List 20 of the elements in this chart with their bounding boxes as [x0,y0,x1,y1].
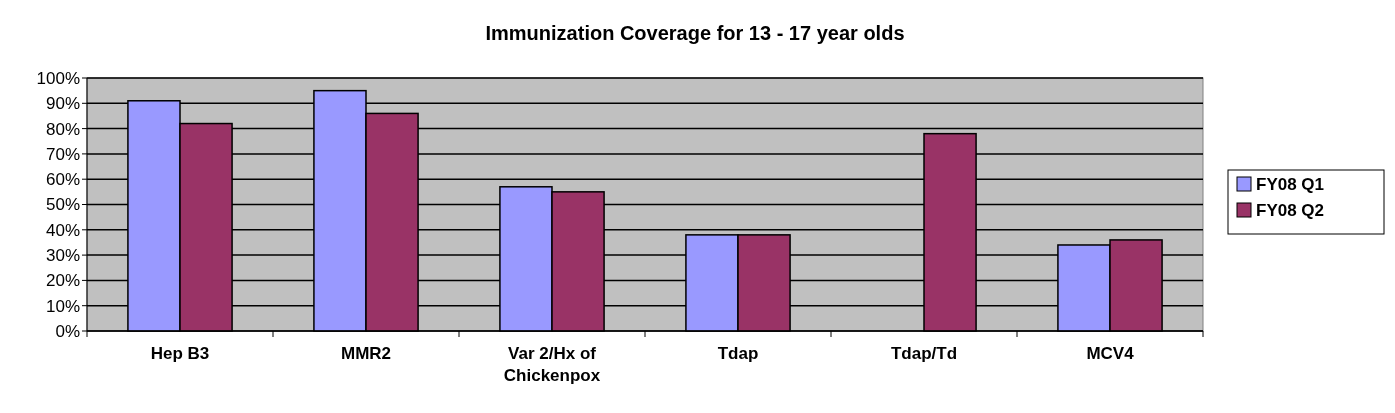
y-tick-label: 90% [45,94,80,114]
y-tick-label: 10% [45,296,80,316]
y-tick-label: 50% [45,195,80,215]
chart-title: Immunization Coverage for 13 - 17 year olds [485,22,905,44]
legend-label: FY08 Q2 [1256,200,1325,220]
x-tick-label: MCV4 [1086,344,1135,363]
y-tick-label: 40% [45,220,80,240]
x-tick-label: Tdap [717,344,759,363]
x-tick-label: Var 2/Hx of Chickenpox [503,344,601,385]
legend-label: FY08 Q1 [1256,174,1325,194]
x-tick-label: Hep B3 [150,344,210,363]
y-tick-label: 30% [45,246,80,266]
x-tick-label: MMR2 [340,344,392,363]
y-tick-label: 70% [45,144,80,164]
y-tick-label: 80% [45,119,80,139]
y-tick-label: 0% [55,321,80,341]
y-tick-label: 20% [45,271,80,291]
x-tick-label: Tdap/Td [890,344,958,363]
y-tick-label: 100% [36,68,80,88]
y-tick-label: 60% [45,170,80,190]
